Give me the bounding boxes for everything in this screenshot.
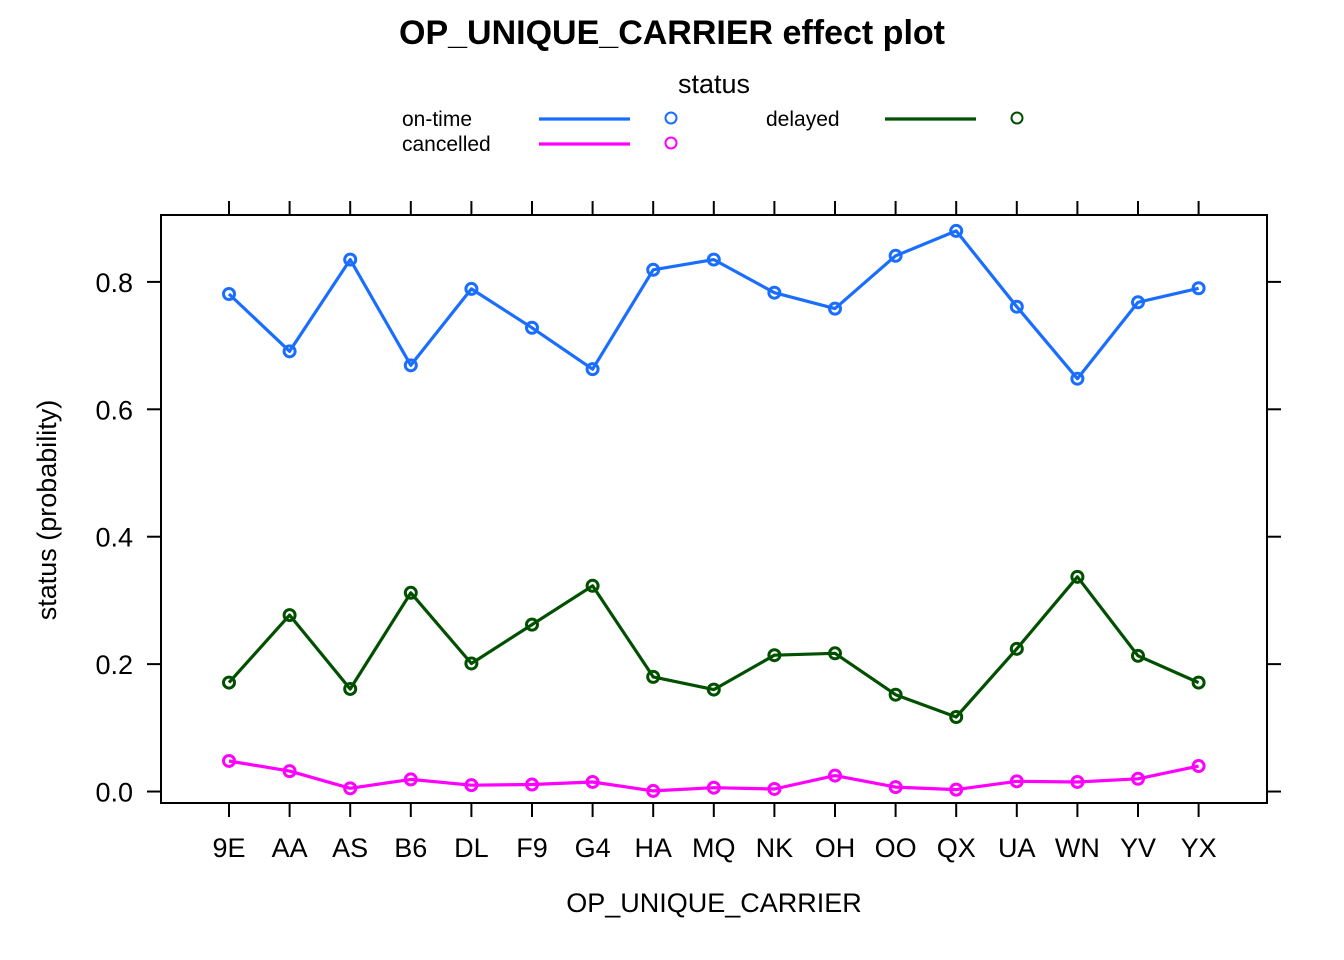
point-cancelled-YX	[1191, 759, 1206, 774]
legend-marker-delayed	[1010, 111, 1024, 125]
x-tick-label: F9	[516, 833, 548, 863]
point-cancelled-B6	[403, 772, 418, 787]
x-tick-label: YX	[1181, 833, 1217, 863]
point-on-time-DL	[464, 281, 479, 296]
x-tick-label: AS	[332, 833, 368, 863]
x-axis-label: OP_UNIQUE_CARRIER	[566, 888, 862, 918]
x-tick-label: B6	[394, 833, 427, 863]
point-on-time-OH	[828, 301, 842, 316]
point-delayed-MQ	[706, 682, 721, 697]
point-on-time-MQ	[706, 252, 721, 267]
point-on-time-9E	[222, 286, 236, 301]
point-delayed-NK	[767, 648, 782, 663]
point-cancelled-AA	[282, 764, 297, 779]
y-axis-label: status (probability)	[32, 400, 62, 621]
x-tick-label: OO	[875, 833, 917, 863]
y-tick-label: 0.0	[95, 778, 133, 808]
series-line-delayed	[227, 575, 1200, 719]
point-cancelled-G4	[585, 774, 600, 789]
point-cancelled-DL	[464, 778, 479, 793]
chart-title: OP_UNIQUE_CARRIER effect plot	[399, 14, 945, 52]
legend-title: status	[678, 69, 750, 99]
x-tick-label: WN	[1055, 833, 1100, 863]
point-cancelled-QX	[949, 782, 964, 797]
point-delayed-QX	[949, 709, 964, 724]
x-tick-label: AA	[272, 833, 308, 863]
point-on-time-B6	[403, 358, 418, 373]
point-cancelled-MQ	[706, 780, 721, 795]
point-delayed-OH	[828, 646, 842, 661]
legend-label-cancelled: cancelled	[402, 133, 491, 156]
point-on-time-HA	[646, 262, 661, 277]
point-on-time-OO	[888, 248, 903, 263]
x-tick-label: DL	[454, 833, 489, 863]
legend-label-delayed: delayed	[766, 108, 840, 131]
point-on-time-AA	[282, 344, 297, 359]
series-line-cancelled	[228, 759, 1199, 793]
point-cancelled-NK	[767, 781, 782, 796]
plot-border	[160, 214, 1268, 804]
x-tick-label: G4	[575, 833, 611, 863]
point-on-time-YV	[1131, 295, 1145, 310]
point-on-time-AS	[343, 252, 358, 267]
y-tick-label: 0.8	[95, 268, 133, 298]
x-tick-label: QX	[937, 833, 976, 863]
point-delayed-B6	[403, 585, 418, 600]
point-cancelled-HA	[646, 783, 661, 798]
point-delayed-HA	[646, 669, 661, 684]
legend-marker-on-time	[664, 111, 678, 125]
point-on-time-WN	[1070, 371, 1085, 386]
x-tick-label: HA	[634, 833, 672, 863]
point-delayed-WN	[1070, 569, 1085, 584]
point-on-time-G4	[585, 362, 600, 377]
point-delayed-DL	[464, 656, 479, 671]
point-delayed-AS	[343, 681, 358, 696]
point-cancelled-9E	[222, 753, 236, 768]
legend-label-on-time: on-time	[402, 108, 472, 131]
point-delayed-UA	[1009, 641, 1024, 656]
plot-area: 9E AA AS B6 DL F9 G4 HA MQ NK OH OO QX UA WN YV YX 0.0 0.2…	[95, 201, 1281, 863]
y-tick-label: 0.6	[95, 395, 133, 425]
point-cancelled-YV	[1131, 771, 1145, 786]
x-tick-label: UA	[998, 833, 1036, 863]
point-delayed-G4	[585, 578, 600, 593]
point-cancelled-OO	[888, 780, 903, 795]
y-tick-label: 0.2	[95, 650, 133, 680]
point-cancelled-F9	[525, 777, 539, 792]
point-on-time-NK	[767, 285, 782, 300]
point-cancelled-OH	[828, 768, 842, 783]
point-on-time-QX	[949, 223, 964, 238]
point-delayed-YX	[1191, 675, 1206, 690]
point-delayed-9E	[222, 675, 236, 690]
series-line-on-time	[227, 229, 1199, 381]
point-delayed-AA	[282, 608, 297, 623]
point-delayed-F9	[525, 617, 539, 632]
x-tick-label: YV	[1120, 833, 1156, 863]
point-delayed-YV	[1131, 648, 1145, 663]
legend-marker-cancelled	[664, 136, 678, 150]
x-tick-label: MQ	[692, 833, 736, 863]
point-delayed-OO	[888, 687, 903, 702]
y-tick-label: 0.4	[95, 523, 133, 553]
point-cancelled-WN	[1070, 774, 1085, 789]
point-on-time-YX	[1191, 281, 1206, 296]
point-on-time-UA	[1009, 299, 1024, 314]
point-cancelled-UA	[1009, 774, 1024, 789]
x-tick-label: 9E	[212, 833, 245, 863]
point-on-time-F9	[525, 320, 539, 335]
x-tick-label: OH	[815, 833, 856, 863]
point-cancelled-AS	[343, 781, 358, 796]
x-tick-label: NK	[756, 833, 794, 863]
